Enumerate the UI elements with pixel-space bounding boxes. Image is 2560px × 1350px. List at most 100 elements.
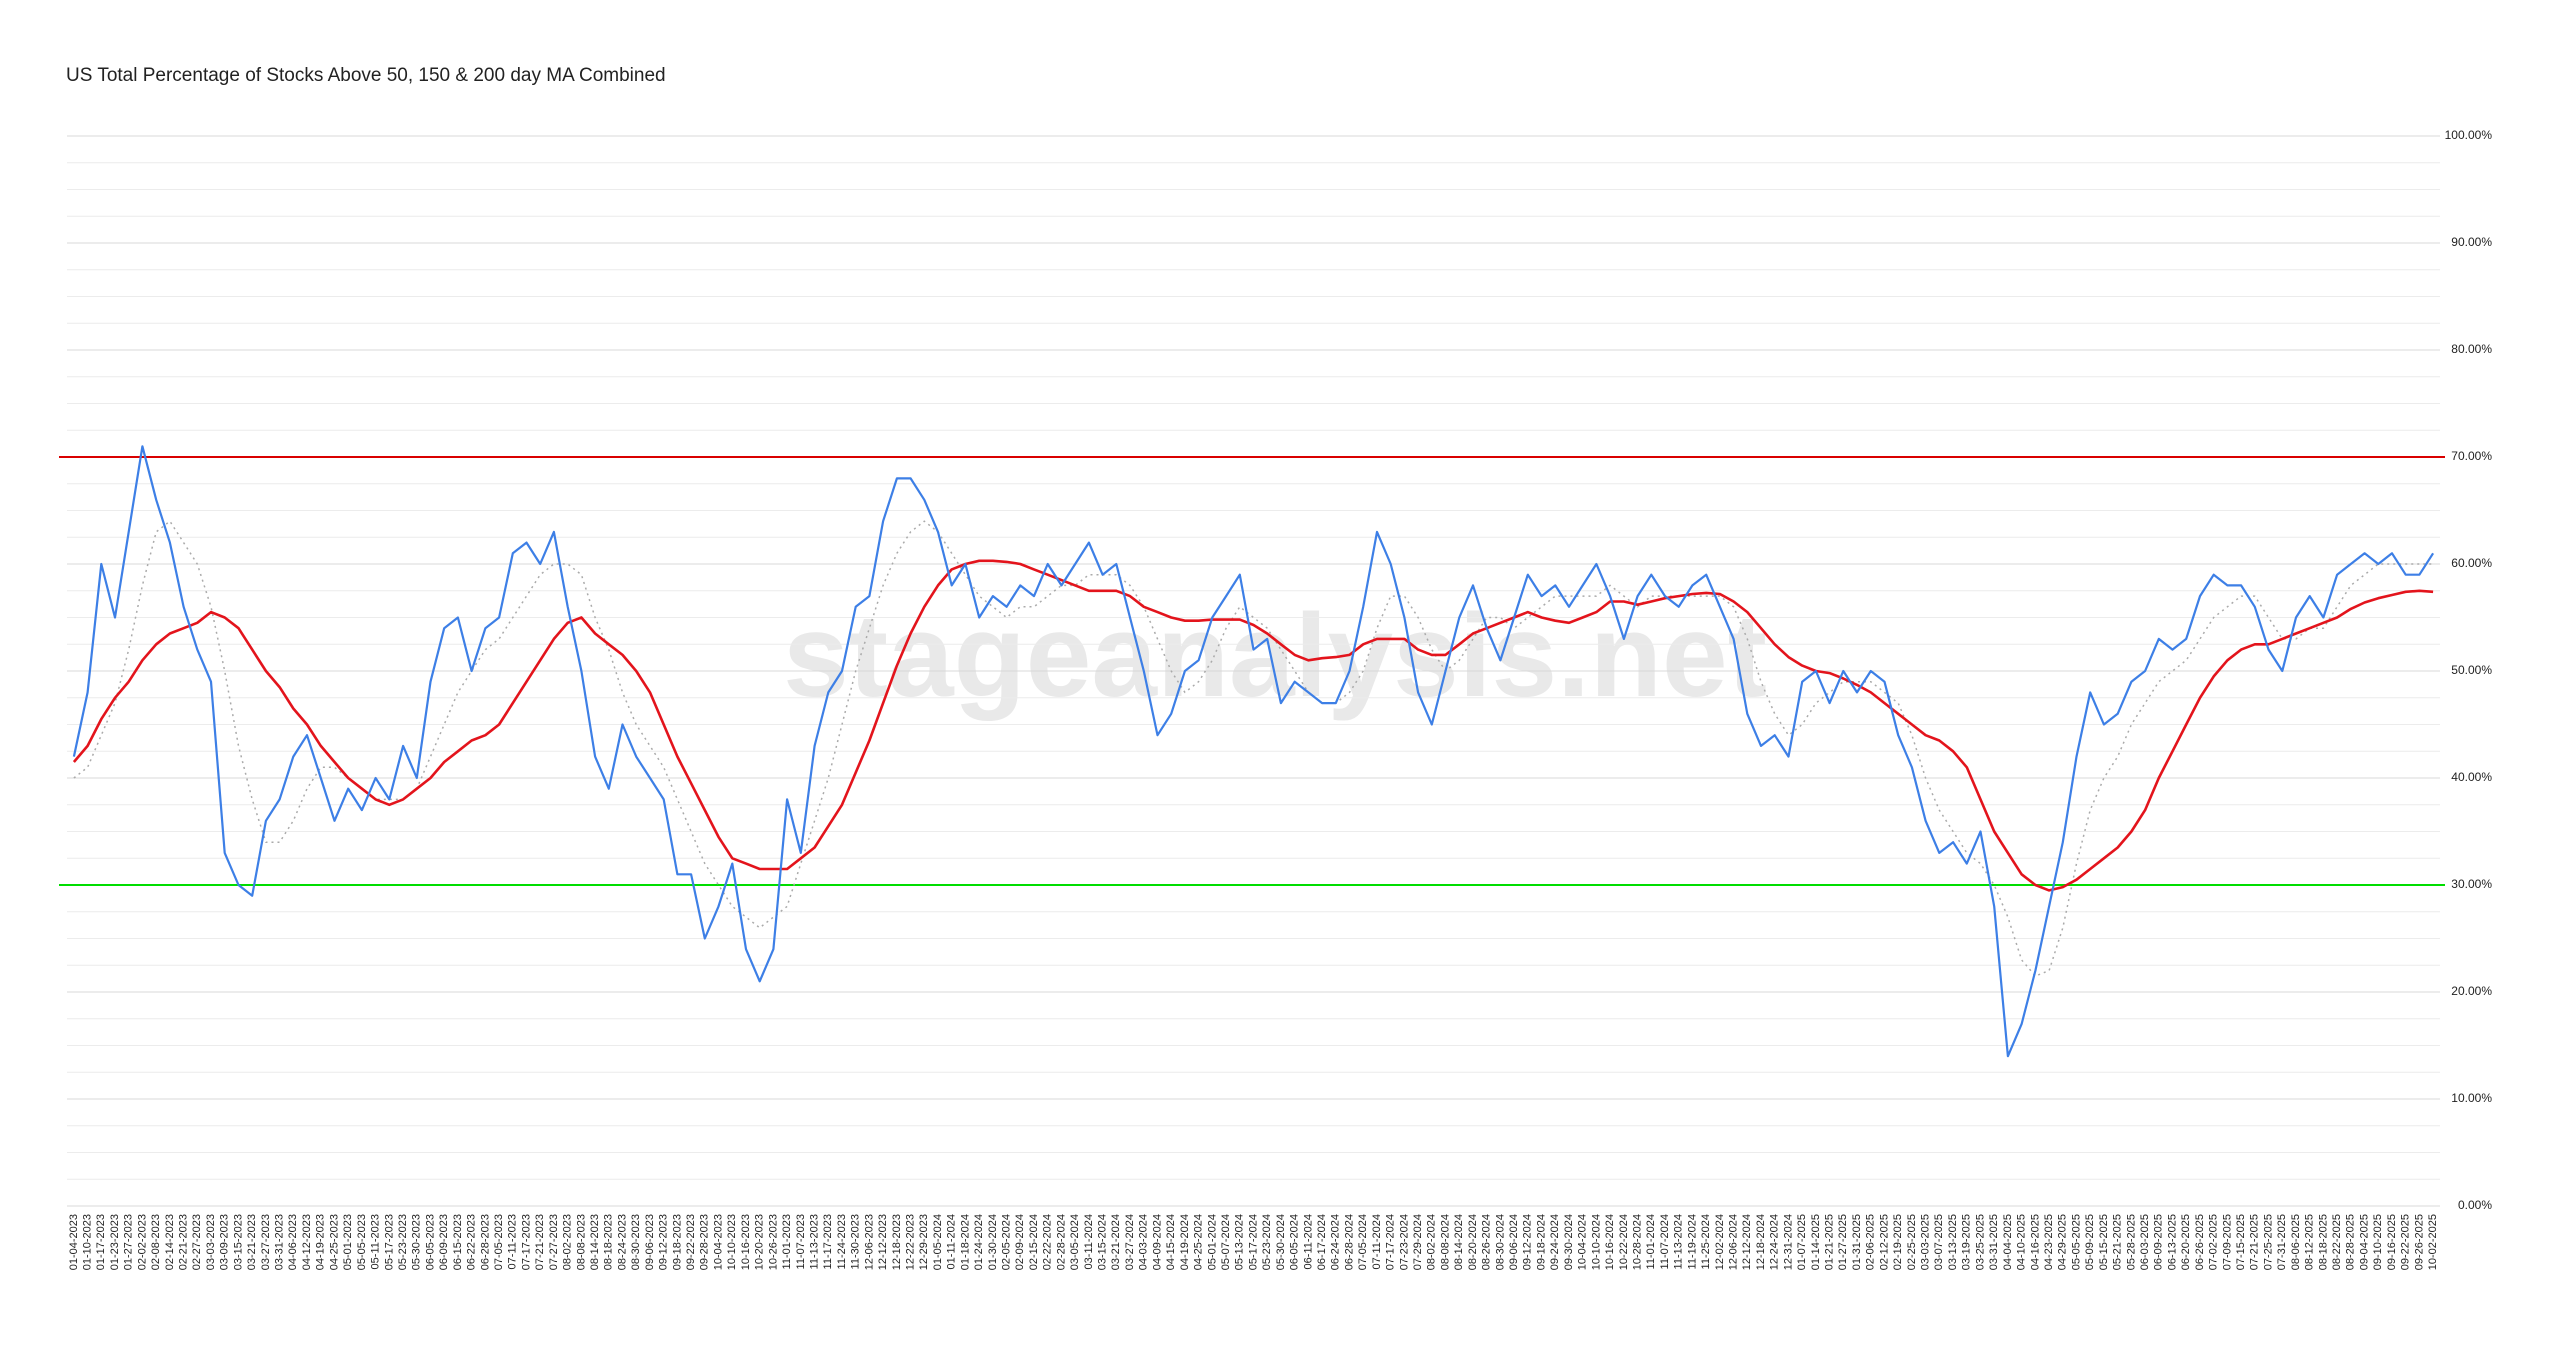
x-tick-label: 05-07-2024: [1220, 1214, 1232, 1270]
x-tick-label: 07-31-2025: [2276, 1214, 2288, 1270]
x-tick-label: 03-25-2025: [1974, 1214, 1986, 1270]
x-tick-label: 03-31-2025: [1988, 1214, 2000, 1270]
x-tick-label: 12-24-2024: [1769, 1214, 1781, 1270]
x-tick-label: 05-05-2025: [2070, 1214, 2082, 1270]
x-tick-label: 02-22-2024: [1042, 1214, 1054, 1270]
x-tick-label: 02-02-2023: [136, 1214, 148, 1270]
x-tick-label: 02-19-2025: [1892, 1214, 1904, 1270]
x-tick-label: 10-16-2024: [1604, 1214, 1616, 1270]
x-tick-label: 07-21-2023: [534, 1214, 546, 1270]
x-tick-label: 05-23-2023: [397, 1214, 409, 1270]
series-line: [72, 559, 2434, 892]
x-tick-label: 12-29-2023: [918, 1214, 930, 1270]
x-tick-label: 05-23-2024: [1261, 1214, 1273, 1270]
x-tick-label: 02-09-2024: [1014, 1214, 1026, 1270]
x-tick-label: 06-05-2023: [424, 1214, 436, 1270]
x-tick-label: 07-05-2023: [493, 1214, 505, 1270]
x-tick-label: 09-16-2025: [2386, 1214, 2398, 1270]
x-tick-label: 03-03-2025: [1920, 1214, 1932, 1270]
x-tick-label: 01-17-2023: [95, 1214, 107, 1270]
x-tick-label: 01-04-2023: [68, 1214, 80, 1270]
x-tick-label: 10-10-2024: [1590, 1214, 1602, 1270]
x-tick-label: 05-01-2023: [342, 1214, 354, 1270]
x-tick-label: 04-03-2024: [1138, 1214, 1150, 1270]
x-tick-label: 08-24-2023: [616, 1214, 628, 1270]
x-tick-label: 06-28-2024: [1343, 1214, 1355, 1270]
x-tick-label: 07-29-2024: [1412, 1214, 1424, 1270]
x-tick-label: 05-05-2023: [356, 1214, 368, 1270]
x-tick-label: 11-24-2023: [836, 1214, 848, 1269]
x-tick-label: 02-25-2025: [1906, 1214, 1918, 1270]
x-tick-label: 02-08-2023: [150, 1214, 162, 1270]
x-tick-label: 08-30-2023: [630, 1214, 642, 1270]
x-tick-label: 02-21-2023: [177, 1214, 189, 1270]
x-tick-label: 03-27-2023: [260, 1214, 272, 1270]
x-tick-label: 11-19-2024: [1686, 1214, 1698, 1269]
x-tick-label: 09-18-2023: [671, 1214, 683, 1270]
x-tick-label: 07-17-2023: [520, 1214, 532, 1270]
x-tick-label: 06-09-2025: [2153, 1214, 2165, 1270]
x-tick-label: 03-09-2023: [219, 1214, 231, 1270]
x-tick-label: 04-19-2023: [315, 1214, 327, 1270]
x-tick-label: 01-14-2025: [1810, 1214, 1822, 1270]
x-tick-label: 06-20-2025: [2180, 1214, 2192, 1270]
x-tick-label: 06-17-2024: [1316, 1214, 1328, 1270]
x-tick-label: 06-22-2023: [466, 1214, 478, 1270]
x-tick-label: 08-02-2023: [562, 1214, 574, 1270]
x-tick-label: 11-30-2023: [850, 1214, 862, 1269]
x-tick-label: 08-18-2023: [603, 1214, 615, 1270]
y-tick-label: 60.00%: [2451, 556, 2492, 570]
x-tick-label: 03-07-2025: [1933, 1214, 1945, 1270]
x-tick-label: 07-09-2025: [2221, 1214, 2233, 1270]
x-tick-label: 02-27-2023: [191, 1214, 203, 1270]
x-tick-label: 05-28-2025: [2125, 1214, 2137, 1270]
x-tick-label: 11-01-2024: [1645, 1214, 1657, 1269]
x-tick-label: 10-20-2023: [754, 1214, 766, 1270]
x-tick-label: 08-06-2025: [2290, 1214, 2302, 1270]
x-tick-label: 01-30-2024: [987, 1214, 999, 1270]
x-tick-label: 06-11-2024: [1302, 1214, 1314, 1269]
y-tick-label: 100.00%: [2445, 128, 2493, 142]
y-tick-label: 90.00%: [2451, 235, 2492, 249]
x-tick-label: 09-06-2024: [1508, 1214, 1520, 1270]
x-tick-label: 03-31-2023: [274, 1214, 286, 1270]
x-tick-label: 04-06-2023: [287, 1214, 299, 1270]
x-tick-label: 10-10-2023: [726, 1214, 738, 1270]
x-tick-label: 01-27-2025: [1837, 1214, 1849, 1270]
x-tick-label: 12-18-2024: [1755, 1214, 1767, 1270]
x-tick-label: 03-15-2023: [232, 1214, 244, 1270]
x-tick-label: 03-11-2024: [1083, 1214, 1095, 1269]
x-tick-label: 01-23-2023: [109, 1214, 121, 1270]
x-tick-label: 09-10-2025: [2372, 1214, 2384, 1270]
x-tick-label: 10-04-2023: [712, 1214, 724, 1270]
x-tick-label: 04-16-2025: [2029, 1214, 2041, 1270]
x-tick-label: 01-27-2023: [123, 1214, 135, 1270]
x-tick-label: 07-11-2024: [1371, 1214, 1383, 1269]
x-tick-label: 11-13-2024: [1673, 1214, 1685, 1269]
y-tick-label: 0.00%: [2458, 1198, 2492, 1212]
x-tick-label: 12-02-2024: [1714, 1214, 1726, 1270]
x-tick-label: 08-14-2024: [1453, 1214, 1465, 1270]
x-tick-label: 06-09-2023: [438, 1214, 450, 1270]
x-tick-label: 09-12-2024: [1522, 1214, 1534, 1270]
x-tick-label: 01-31-2025: [1851, 1214, 1863, 1270]
x-tick-label: 06-15-2023: [452, 1214, 464, 1270]
x-tick-label: 04-04-2025: [2002, 1214, 2014, 1270]
x-tick-label: 03-27-2024: [1124, 1214, 1136, 1270]
series-line: [73, 520, 2434, 977]
x-tick-label: 09-06-2023: [644, 1214, 656, 1270]
x-tick-label: 07-25-2025: [2262, 1214, 2274, 1270]
x-tick-label: 10-26-2023: [767, 1214, 779, 1270]
x-tick-label: 09-18-2024: [1535, 1214, 1547, 1270]
y-tick-label: 70.00%: [2451, 449, 2492, 463]
x-tick-label: 06-03-2025: [2139, 1214, 2151, 1270]
x-tick-label: 04-19-2024: [1179, 1214, 1191, 1270]
x-tick-label: 01-07-2025: [1796, 1214, 1808, 1270]
x-tick-label: 10-28-2024: [1631, 1214, 1643, 1270]
x-tick-label: 01-05-2024: [932, 1214, 944, 1270]
x-tick-label: 05-01-2024: [1206, 1214, 1218, 1270]
x-tick-label: 04-09-2024: [1151, 1214, 1163, 1270]
x-tick-label: 05-13-2024: [1234, 1214, 1246, 1270]
y-tick-label: 80.00%: [2451, 342, 2492, 356]
